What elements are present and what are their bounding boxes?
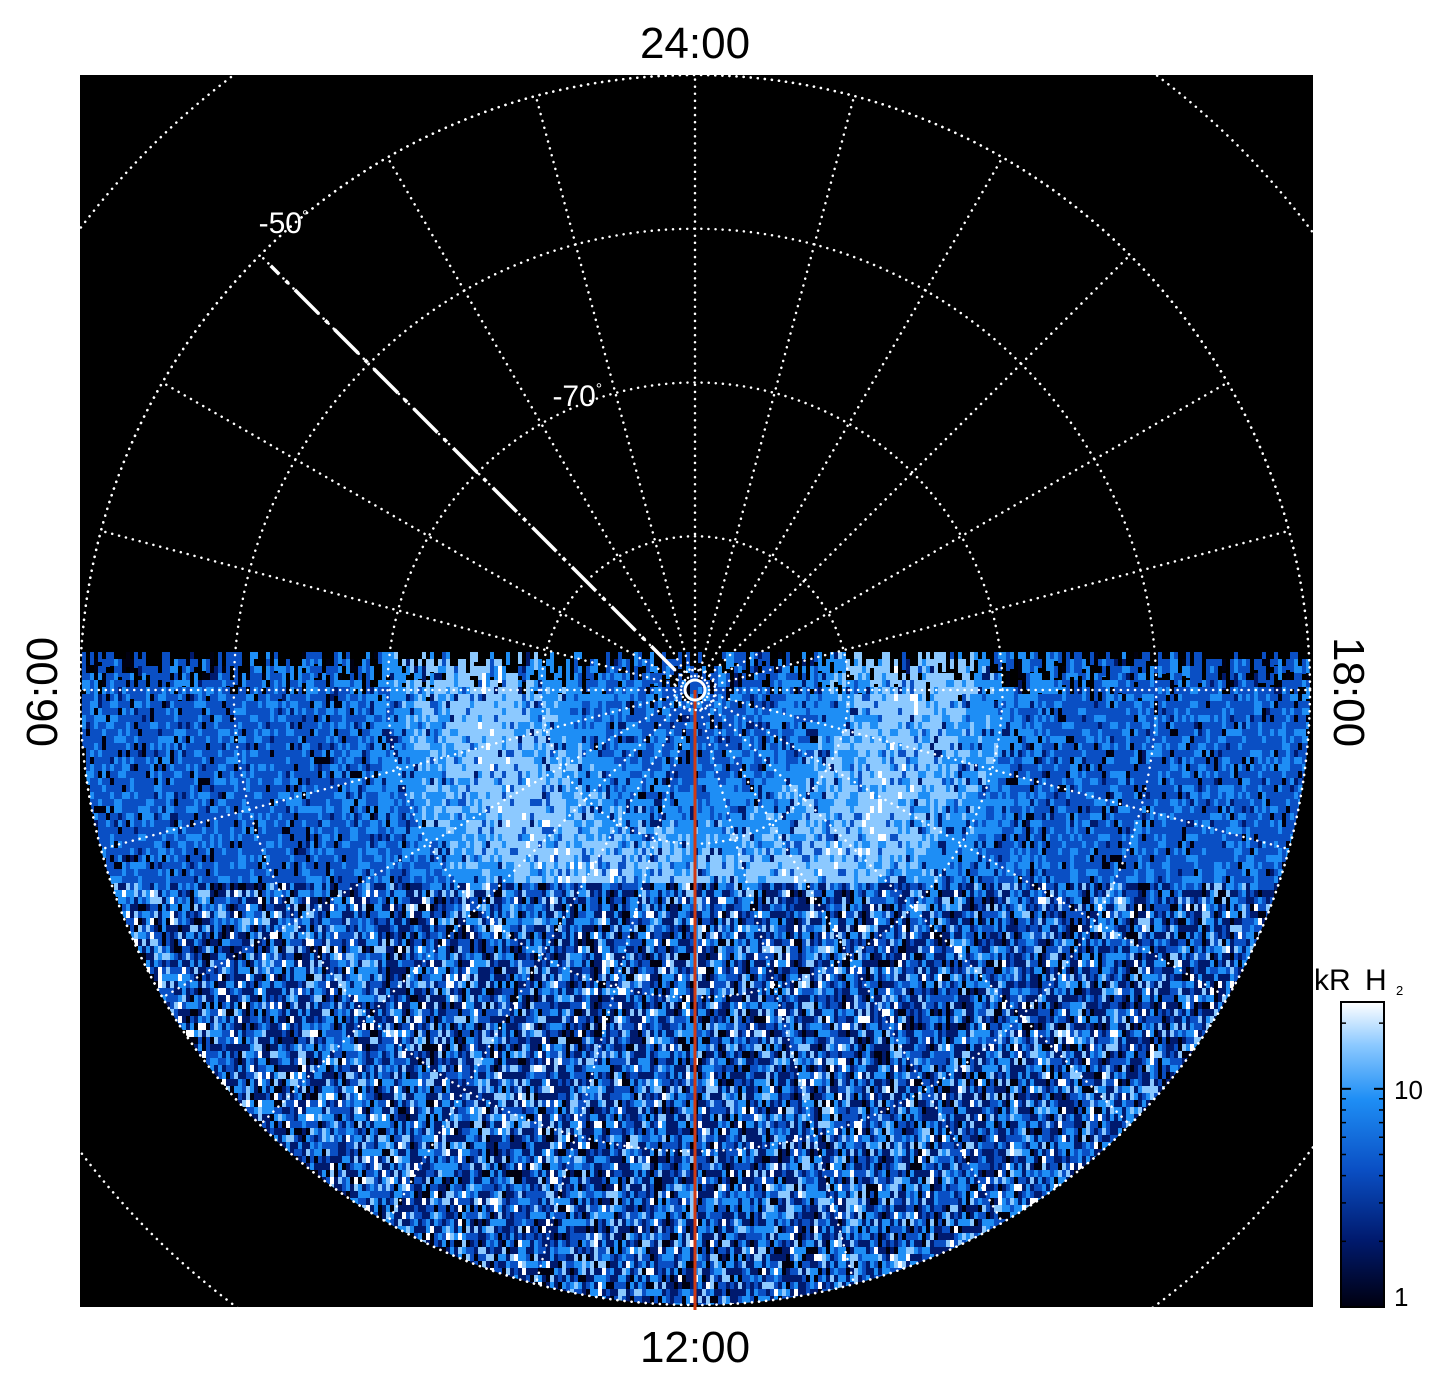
local-time-label-top: 24:00 bbox=[640, 19, 750, 68]
latitude-label: -70° bbox=[552, 380, 602, 413]
local-time-label-bottom: 12:00 bbox=[640, 1323, 750, 1372]
local-time-label-right: 18:00 bbox=[1324, 637, 1373, 747]
latitude-label: -50° bbox=[259, 207, 309, 240]
colorbar-title: kR H 2 bbox=[1314, 964, 1403, 998]
colorbar: kR H 2 1 10 bbox=[1314, 964, 1423, 1312]
local-time-label-left: 06:00 bbox=[18, 637, 67, 747]
colorbar-tick-label: 10 bbox=[1394, 1075, 1423, 1105]
colorbar-gradient bbox=[1341, 1002, 1384, 1307]
colorbar-tick-label: 1 bbox=[1394, 1282, 1408, 1312]
